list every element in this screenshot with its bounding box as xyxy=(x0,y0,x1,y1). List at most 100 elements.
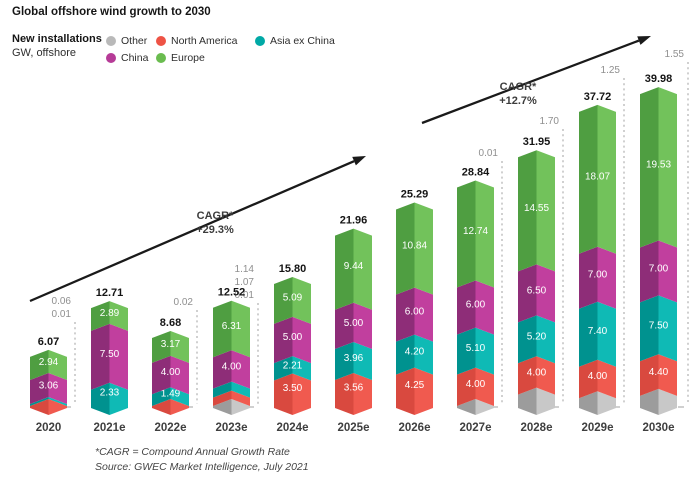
bar-total-label: 21.96 xyxy=(340,215,368,227)
category-label: 2024e xyxy=(277,422,309,434)
legend-heading-block: New installations GW, offshore xyxy=(12,32,102,60)
bar-segment xyxy=(152,355,171,395)
legend-dot-asia-ex-china-icon xyxy=(255,36,265,46)
bar-segment xyxy=(536,315,555,364)
bar-segment xyxy=(335,228,354,310)
bar-segment xyxy=(475,180,494,288)
bar-segment xyxy=(30,372,49,404)
segment-value-label: 7.50 xyxy=(649,320,669,331)
bar-segment xyxy=(658,295,677,362)
segment-value-label: 18.07 xyxy=(585,171,610,182)
bar-segment xyxy=(579,359,598,399)
bar-segment xyxy=(292,316,311,364)
bar-segment xyxy=(518,356,537,395)
segment-value-label: 4.00 xyxy=(527,367,547,378)
callout-value-label: 1.14 xyxy=(235,264,255,275)
bar-segment xyxy=(231,350,250,389)
bar-segment xyxy=(536,387,555,415)
bar-segment xyxy=(91,382,110,415)
bar-total-label: 15.80 xyxy=(279,263,307,275)
bar-segment xyxy=(579,391,598,415)
category-label: 2029e xyxy=(582,422,614,434)
bar-segment xyxy=(640,295,659,362)
cagr-annotation-2: CAGR* +12.7% xyxy=(476,80,560,108)
bar-segment xyxy=(274,356,293,381)
bar-segment xyxy=(170,355,189,395)
legend-item-china: China xyxy=(106,52,156,64)
segment-value-label: 6.00 xyxy=(405,307,425,318)
bar-segment xyxy=(518,315,537,364)
segment-value-label: 4.25 xyxy=(405,380,425,391)
bar-segment xyxy=(597,301,616,367)
category-label: 2027e xyxy=(460,422,492,434)
bar-segment xyxy=(536,150,555,272)
legend-label: China xyxy=(121,52,149,64)
bar-segment xyxy=(396,334,415,375)
segment-value-label: 7.40 xyxy=(588,326,608,337)
legend-dot-europe-icon xyxy=(156,53,166,63)
callout-value-label: 1.07 xyxy=(235,277,255,288)
bar-segment xyxy=(475,327,494,375)
bar-segment xyxy=(170,399,189,415)
category-label: 2030e xyxy=(643,422,675,434)
bar-segment xyxy=(640,354,659,396)
bar-segment xyxy=(48,399,67,415)
bar-segment xyxy=(658,388,677,415)
segment-value-label: 7.00 xyxy=(588,270,608,281)
legend-subheading: GW, offshore xyxy=(12,47,76,59)
segment-value-label: 5.10 xyxy=(466,343,486,354)
bar-segment xyxy=(152,399,171,415)
segment-value-label: 6.31 xyxy=(222,321,242,332)
chart-title: Global offshore wind growth to 2030 xyxy=(12,6,211,18)
legend-item-asia-ex-china: Asia ex China xyxy=(255,35,335,47)
segment-value-label: 4.00 xyxy=(588,371,608,382)
segment-value-label: 1.49 xyxy=(161,389,181,400)
bar-segment xyxy=(640,87,659,248)
bar-segment xyxy=(396,367,415,415)
growth-arrow-line xyxy=(29,160,355,303)
legend-label: Asia ex China xyxy=(270,35,335,47)
callout-value-label: 0.02 xyxy=(174,297,194,308)
bar-segment xyxy=(475,367,494,406)
bar-segment xyxy=(170,331,189,363)
segment-value-label: 2.21 xyxy=(283,360,303,371)
segment-value-label: 3.50 xyxy=(283,383,303,394)
category-label: 2021e xyxy=(94,422,126,434)
bar-total-label: 39.98 xyxy=(645,73,673,85)
segment-value-label: 3.56 xyxy=(344,383,364,394)
legend-label: Europe xyxy=(171,52,205,64)
category-label: 2020 xyxy=(36,422,62,434)
bar-segment xyxy=(213,350,232,389)
bar-segment xyxy=(213,399,232,415)
footnote-cagr-definition: *CAGR = Compound Annual Growth Rate xyxy=(95,446,290,458)
segment-value-label: 4.00 xyxy=(222,361,242,372)
segment-value-label: 3.96 xyxy=(344,353,364,364)
bar-segment xyxy=(414,367,433,415)
bar-segment xyxy=(292,356,311,381)
bar-total-label: 37.72 xyxy=(584,91,612,103)
bar-segment xyxy=(597,104,616,254)
bar-total-label: 8.68 xyxy=(160,317,181,329)
segment-value-label: 4.00 xyxy=(161,367,181,378)
segment-value-label: 5.00 xyxy=(283,332,303,343)
bar-segment xyxy=(396,287,415,342)
segment-value-label: 5.20 xyxy=(527,331,547,342)
bar-segment xyxy=(457,399,476,415)
legend-label: Other xyxy=(121,35,148,47)
bar-segment xyxy=(292,276,311,324)
bar-segment xyxy=(579,246,598,309)
callout-value-label: 0.01 xyxy=(52,309,72,320)
bar-total-label: 12.71 xyxy=(96,287,124,299)
bar-segment xyxy=(109,323,128,390)
bar-segment xyxy=(597,246,616,309)
segment-value-label: 7.00 xyxy=(649,263,669,274)
legend-dot-north-america-icon xyxy=(156,36,166,46)
callout-value-label: 0.01 xyxy=(235,290,255,301)
bar-segment xyxy=(335,373,354,415)
bar-segment xyxy=(396,202,415,295)
legend-label: North America xyxy=(171,35,238,47)
category-label: 2023e xyxy=(216,422,248,434)
callout-value-label: 0.01 xyxy=(479,148,499,159)
segment-value-label: 9.44 xyxy=(344,261,364,272)
